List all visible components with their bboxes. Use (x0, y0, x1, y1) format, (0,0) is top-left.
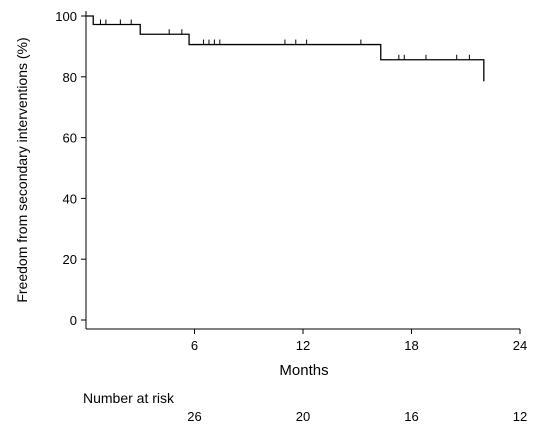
risk-table-value: 12 (513, 409, 527, 424)
risk-table-value: 20 (296, 409, 310, 424)
y-axis-ticks: 0 20 40 60 80 100 (55, 9, 86, 328)
x-tick-label: 6 (191, 338, 198, 353)
y-tick-label: 60 (63, 131, 77, 146)
x-axis-ticks: 6 12 18 24 (191, 329, 527, 353)
y-tick-label: 100 (55, 9, 77, 24)
censor-marks-group (99, 19, 470, 60)
x-tick-label: 24 (513, 338, 527, 353)
survival-curve-group (86, 15, 485, 82)
y-tick-label: 40 (63, 191, 77, 206)
risk-table: Number at risk 26 20 16 12 (83, 390, 527, 424)
survival-curve (86, 15, 485, 82)
risk-table-label: Number at risk (83, 390, 175, 406)
y-tick-label: 80 (63, 70, 77, 85)
plot-area: 0 20 40 60 80 100 6 12 18 24 (55, 9, 527, 353)
x-axis-title: Months (279, 362, 328, 379)
x-tick-label: 12 (296, 338, 310, 353)
y-tick-label: 20 (63, 252, 77, 267)
y-tick-label: 0 (70, 313, 77, 328)
y-axis-title: Freedom from secondary interventions (%) (14, 37, 30, 302)
risk-table-value: 26 (187, 409, 201, 424)
risk-table-value: 16 (404, 409, 418, 424)
x-tick-label: 18 (404, 338, 418, 353)
